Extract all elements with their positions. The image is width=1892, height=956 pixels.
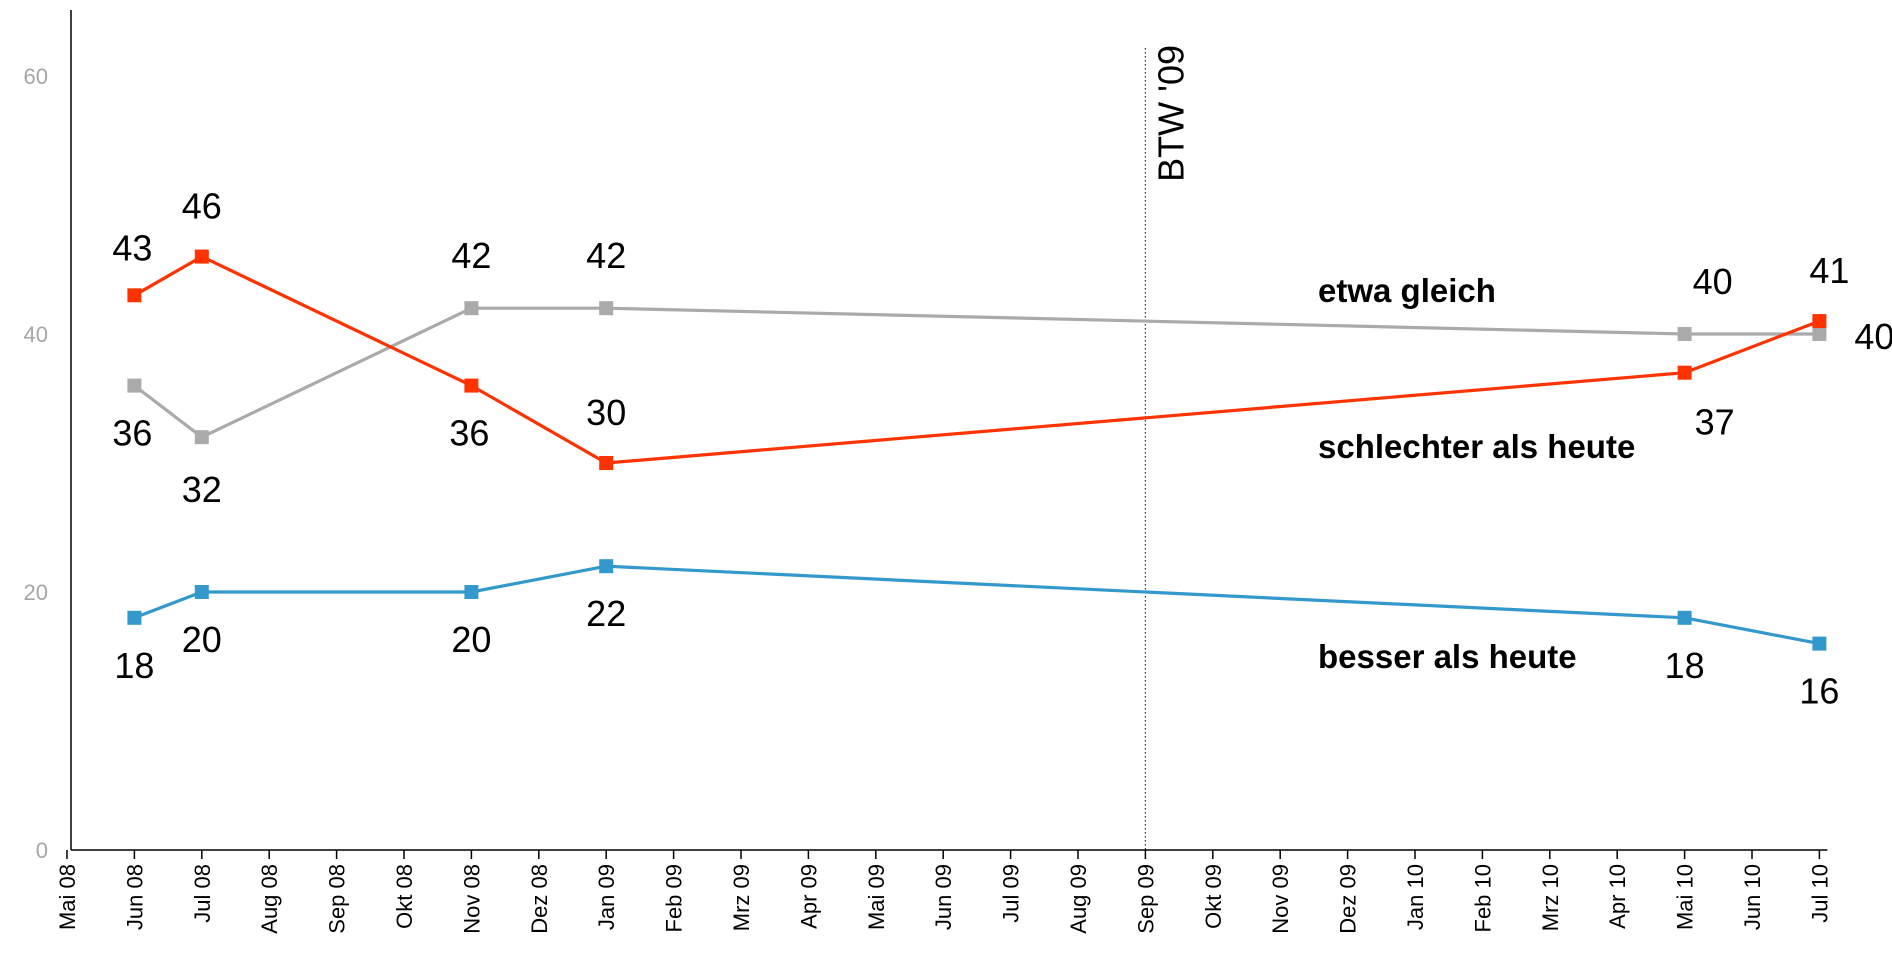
x-tick-label: Feb 09 (662, 864, 687, 933)
y-tick-label: 20 (24, 580, 48, 605)
x-tick-label: Jan 09 (594, 864, 619, 930)
x-tick-label: Jul 09 (999, 864, 1024, 923)
data-point-marker (127, 378, 142, 393)
x-tick-label: Jan 10 (1403, 864, 1428, 930)
data-label: 42 (586, 235, 626, 276)
x-tick-label: Okt 08 (392, 864, 417, 929)
data-point-marker (1677, 610, 1692, 625)
data-point-marker (194, 430, 209, 445)
y-tick-label: 40 (24, 322, 48, 347)
x-tick-label: Mai 09 (864, 864, 889, 930)
data-label: 20 (182, 619, 222, 660)
series-line-0 (133, 306, 1820, 439)
axes: 0 20 40 60 Mai 08 Jun 08 Jul 08 Aug 08 Sep 08 Okt… (24, 10, 1832, 934)
data-labels: 36 32 42 42 40 40 43 46 36 30 37 41 18 20 20 22 18 16 etwa… (112, 186, 1892, 712)
x-tick-label: Nov 09 (1268, 864, 1293, 934)
data-label: 43 (112, 227, 152, 268)
x-tick-label: Okt 09 (1201, 864, 1226, 929)
series-line-2 (133, 564, 1820, 646)
y-tick-label: 60 (24, 64, 48, 89)
data-label: 42 (451, 235, 491, 276)
x-tick-label: Jun 09 (931, 864, 956, 930)
x-tick-label: Jul 08 (190, 864, 215, 923)
data-point-marker (1677, 327, 1692, 341)
data-label: 36 (449, 413, 489, 454)
x-tick-label: Sep 08 (325, 864, 350, 934)
data-point-marker (127, 288, 142, 303)
x-tick-label: Mai 08 (55, 864, 80, 930)
data-point-marker (599, 301, 614, 316)
x-tick-label: Apr 09 (796, 864, 821, 929)
data-label: 36 (112, 413, 152, 454)
data-point-marker (464, 585, 479, 599)
x-tick-label: Apr 10 (1605, 864, 1630, 929)
annotations: BTW '09 (1144, 45, 1191, 850)
data-point-marker (194, 585, 209, 599)
data-point-marker (1812, 636, 1827, 651)
x-tick-label: Aug 09 (1066, 864, 1091, 934)
series-name-label: besser als heute (1318, 638, 1577, 675)
data-label: 40 (1693, 261, 1733, 302)
series-group (127, 249, 1827, 651)
data-label: 22 (586, 593, 626, 634)
x-tick-label: Jun 08 (122, 864, 147, 930)
x-tick-label: Sep 09 (1133, 864, 1158, 934)
data-label: 16 (1799, 671, 1839, 712)
data-label: 20 (451, 619, 491, 660)
x-tick-label: Dez 08 (527, 864, 552, 934)
data-point-marker (194, 249, 209, 264)
x-tick-label: Mrz 09 (729, 864, 754, 931)
y-tick-label: 0 (36, 838, 48, 863)
x-tick-label: Dez 09 (1336, 864, 1361, 934)
data-point-marker (599, 559, 614, 574)
data-point-marker (127, 610, 142, 625)
data-point-marker (464, 378, 479, 393)
x-tick-label: Nov 08 (459, 864, 484, 934)
data-label: 46 (182, 186, 222, 227)
data-point-marker (464, 301, 479, 316)
data-label: 30 (586, 392, 626, 433)
x-tick-label: Jun 10 (1740, 864, 1765, 930)
election-marker-label: BTW '09 (1150, 45, 1191, 182)
data-point-marker (1812, 327, 1827, 341)
x-tick-label: Jul 10 (1807, 864, 1832, 923)
data-label: 40 (1854, 316, 1892, 357)
x-tick-label: Mai 10 (1673, 864, 1698, 930)
data-point-marker (1812, 314, 1827, 329)
x-tick-label: Mrz 10 (1538, 864, 1563, 931)
x-tick-label: Aug 08 (257, 864, 282, 934)
series-name-label: schlechter als heute (1318, 428, 1635, 465)
x-tick-label: Feb 10 (1470, 864, 1495, 933)
data-point-marker (599, 456, 614, 470)
data-point-marker (1677, 365, 1692, 380)
series-name-label: etwa gleich (1318, 272, 1496, 309)
data-label: 32 (182, 469, 222, 510)
series-line-1 (133, 255, 1820, 465)
data-label: 18 (1665, 645, 1705, 686)
data-label: 37 (1695, 402, 1735, 443)
data-label: 18 (114, 645, 154, 686)
data-label: 41 (1809, 250, 1849, 291)
